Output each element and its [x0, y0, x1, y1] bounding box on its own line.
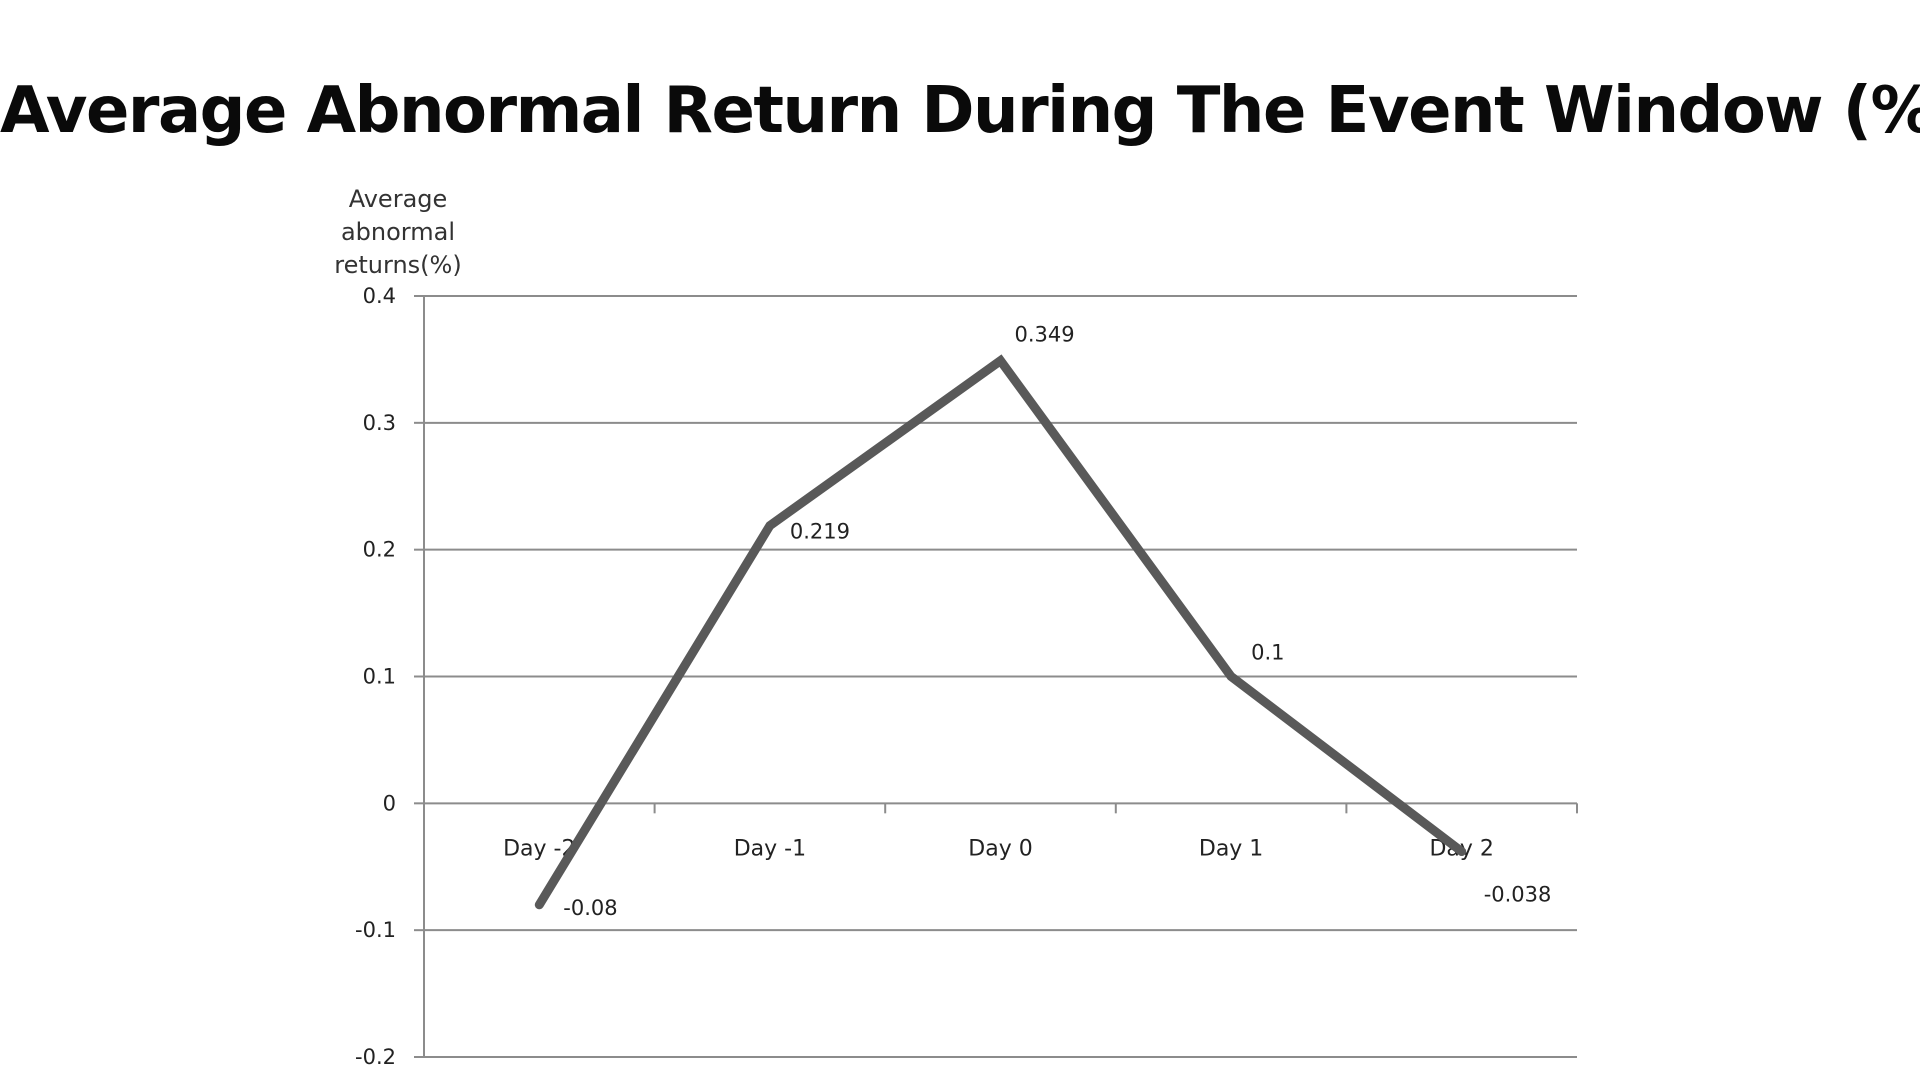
- chart-title: Average Abnormal Return During The Event…: [0, 74, 1920, 148]
- data-labels: -0.08 0.219 0.349 0.1 -0.038: [563, 323, 1551, 920]
- data-line: [534, 354, 1467, 910]
- y-axis-title-line: abnormal: [340, 218, 456, 246]
- x-axis-labels: Day -2 Day -1 Day 0 Day 1 Day 2: [503, 836, 1494, 861]
- gridlines: [424, 295, 1577, 1058]
- y-axis-ticks: 0.4 0.3 0.2 0.1 0 -0.1 -0.2: [355, 284, 424, 1069]
- data-label: 0.219: [790, 520, 850, 544]
- y-tick-label: 0.1: [363, 665, 396, 689]
- y-tick-label: 0.4: [363, 284, 396, 308]
- y-axis-title-line: Average: [348, 185, 448, 213]
- y-tick-label: 0.3: [363, 411, 396, 435]
- x-tick-label: Day -1: [734, 836, 806, 861]
- data-label: 0.1: [1251, 641, 1284, 665]
- x-tick-label: Day 1: [1199, 836, 1263, 861]
- y-tick-label: 0: [383, 791, 396, 815]
- y-tick-label: -0.2: [355, 1045, 396, 1069]
- y-axis-title-line: returns(%): [334, 251, 462, 279]
- data-series: [534, 354, 1467, 910]
- data-label: -0.08: [563, 896, 617, 920]
- data-label: -0.038: [1484, 883, 1552, 907]
- y-axis-title: Average abnormal returns(%): [318, 183, 478, 282]
- y-tick-label: 0.2: [363, 538, 396, 562]
- data-label: 0.349: [1015, 323, 1075, 347]
- y-tick-label: -0.1: [355, 918, 396, 942]
- x-tick-label: Day 0: [968, 836, 1032, 861]
